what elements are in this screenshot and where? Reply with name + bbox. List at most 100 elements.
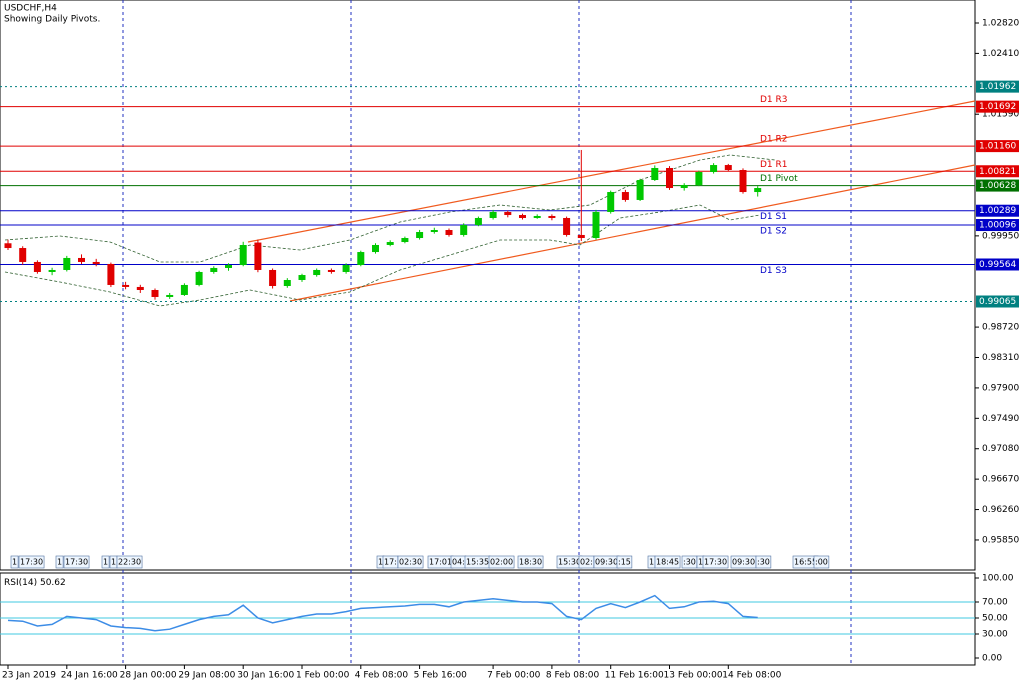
rsi-label: RSI(14) 50.62 bbox=[4, 578, 66, 588]
event-tag: :00 bbox=[815, 558, 828, 567]
rsi-y-tick-label: 70.00 bbox=[982, 598, 1008, 608]
candle-body bbox=[739, 169, 747, 193]
event-tag: 15:30 bbox=[558, 558, 581, 567]
x-tick-label: 7 Feb 00:00 bbox=[487, 671, 541, 681]
candle-body bbox=[225, 265, 232, 268]
rsi-line bbox=[7, 594, 758, 632]
level-name: D1 R2 bbox=[760, 135, 788, 145]
level-price-label: 1.01962 bbox=[979, 82, 1016, 92]
rsi-y-tick-label: 0.00 bbox=[982, 654, 1002, 664]
level-price-box bbox=[976, 219, 1019, 232]
candle-body bbox=[210, 267, 218, 272]
candle-body bbox=[445, 230, 453, 235]
candle-body bbox=[504, 211, 512, 216]
candle-body bbox=[151, 290, 159, 297]
rsi-y-tick-label: 100.00 bbox=[982, 574, 1014, 584]
level-price-box bbox=[976, 258, 1019, 271]
event-tag: :30 bbox=[683, 558, 696, 567]
x-tick-label: 24 Jan 16:00 bbox=[61, 671, 118, 681]
event-tag: 1 bbox=[649, 558, 654, 567]
candle-body bbox=[298, 275, 306, 280]
x-tick-label: 28 Jan 00:00 bbox=[120, 671, 177, 681]
x-tick-label: 30 Jan 16:00 bbox=[237, 671, 294, 681]
level-price-label: 1.00821 bbox=[979, 167, 1016, 177]
y-tick-label: 0.97900 bbox=[982, 383, 1019, 393]
event-tag: 1 bbox=[12, 558, 17, 567]
x-tick-label: 5 Feb 16:00 bbox=[414, 671, 468, 681]
y-tick-label: 0.98310 bbox=[982, 353, 1019, 363]
y-tick-label: 0.97080 bbox=[982, 444, 1019, 454]
event-tag-box bbox=[397, 555, 424, 569]
candle-body bbox=[666, 167, 673, 189]
candle-body bbox=[607, 192, 615, 212]
level-price-box bbox=[976, 140, 1019, 153]
y-tick-label: 0.98720 bbox=[982, 323, 1019, 333]
envelope-upper bbox=[4, 154, 776, 263]
level-name: D1 R1 bbox=[760, 160, 788, 170]
candle-body bbox=[621, 192, 629, 200]
y-tick-label: 1.01590 bbox=[982, 110, 1019, 120]
event-tag: 17:01 bbox=[429, 558, 452, 567]
x-tick-label: 8 Feb 08:00 bbox=[546, 671, 600, 681]
level-price-box bbox=[976, 80, 1019, 93]
rsi-panel bbox=[0, 572, 976, 666]
trend-line bbox=[289, 164, 976, 302]
candle-body bbox=[416, 232, 424, 239]
candle-body bbox=[195, 271, 203, 285]
candle-body bbox=[710, 165, 718, 173]
event-tag: 02: bbox=[580, 558, 593, 567]
event-tag-box bbox=[517, 555, 544, 569]
event-tag: 1 bbox=[103, 558, 108, 567]
candle-body bbox=[460, 225, 468, 235]
candle-body bbox=[724, 165, 732, 170]
y-tick-label: 0.96260 bbox=[982, 505, 1019, 515]
candle-body bbox=[636, 180, 644, 200]
candle-body bbox=[386, 242, 394, 245]
candle-body bbox=[563, 217, 571, 235]
rsi-name: RSI(14) bbox=[4, 578, 37, 588]
event-tag-box bbox=[18, 555, 45, 569]
candle-body bbox=[327, 269, 335, 272]
level-price-label: 1.01160 bbox=[979, 142, 1016, 152]
event-tag-box bbox=[755, 555, 772, 569]
rsi-y-tick-label: 30.00 bbox=[982, 630, 1008, 640]
x-tick-label: 4 Feb 08:00 bbox=[355, 671, 409, 681]
candle-body bbox=[254, 242, 262, 270]
level-price-label: 1.01692 bbox=[979, 102, 1016, 112]
x-tick-label: 13 Feb 00:00 bbox=[664, 671, 723, 681]
event-tag: 17: bbox=[384, 558, 397, 567]
main-panel bbox=[0, 0, 976, 571]
level-price-box bbox=[976, 204, 1019, 217]
event-tag: 1 bbox=[698, 558, 703, 567]
event-tag-box bbox=[702, 555, 729, 569]
x-tick-label: 11 Feb 16:00 bbox=[605, 671, 664, 681]
rsi-last-value: 50.62 bbox=[40, 578, 66, 588]
candle-body bbox=[4, 243, 12, 249]
event-tag-box bbox=[55, 555, 64, 569]
event-tag: 04: bbox=[452, 558, 465, 567]
y-tick-label: 1.02410 bbox=[982, 49, 1019, 59]
y-tick-label: 0.96670 bbox=[982, 475, 1019, 485]
event-tag: 02:30 bbox=[399, 558, 422, 567]
event-tag: 02:00 bbox=[490, 558, 513, 567]
level-name: D1 S1 bbox=[760, 212, 787, 222]
event-tag: 18:30 bbox=[519, 558, 542, 567]
candle-body bbox=[489, 211, 497, 218]
y-tick-label: 1.02820 bbox=[982, 18, 1019, 28]
level-price-box bbox=[976, 165, 1019, 178]
x-tick-label: 14 Feb 08:00 bbox=[722, 671, 781, 681]
level-price-box bbox=[976, 179, 1019, 192]
event-tag-box bbox=[10, 555, 19, 569]
candle-body bbox=[92, 261, 100, 264]
candle-body bbox=[474, 217, 482, 226]
level-price-label: 1.00289 bbox=[979, 206, 1016, 216]
event-tag-box bbox=[813, 555, 830, 569]
y-tick-label: 0.97490 bbox=[982, 414, 1019, 424]
event-tag: 15:35 bbox=[466, 558, 489, 567]
candle-body bbox=[122, 284, 130, 287]
event-tag-box bbox=[101, 555, 110, 569]
event-tag: 16:55 bbox=[794, 558, 817, 567]
event-tag-box bbox=[654, 555, 681, 569]
candle-body bbox=[695, 172, 703, 185]
x-tick-label: 29 Jan 08:00 bbox=[178, 671, 235, 681]
